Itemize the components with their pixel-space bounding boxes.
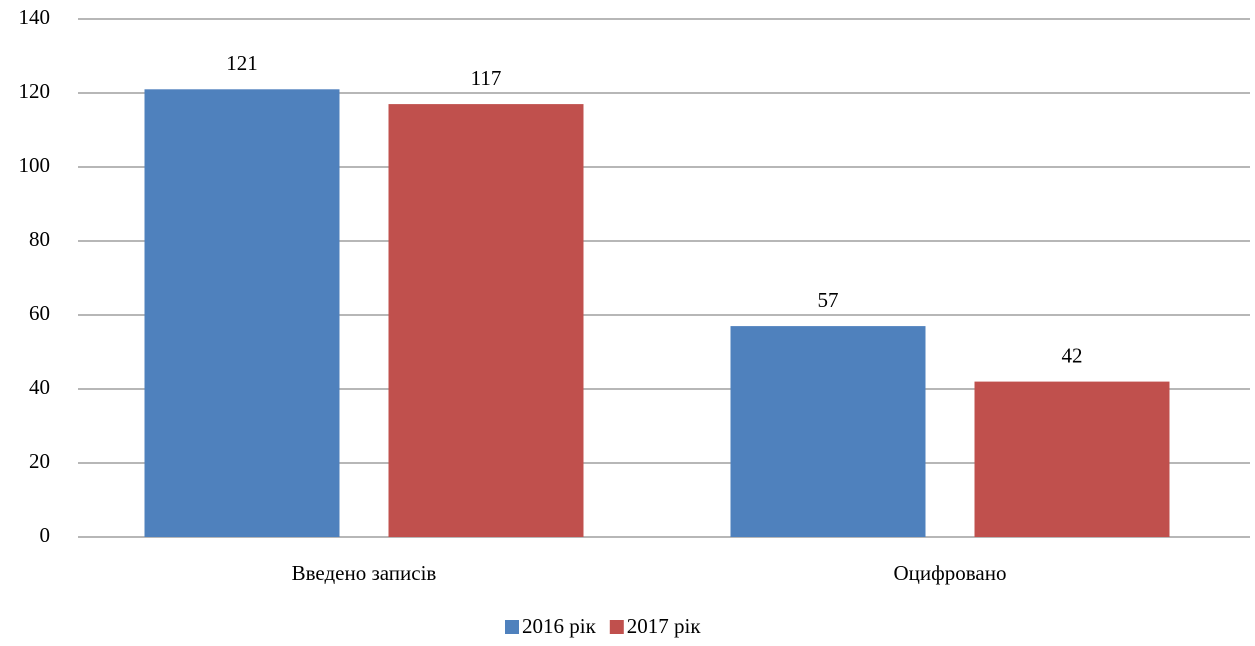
y-tick-label: 120 [19, 79, 51, 103]
y-tick-label: 60 [29, 301, 50, 325]
bar [730, 326, 926, 537]
x-tick-label: Оцифровано [894, 561, 1007, 585]
y-tick-label: 40 [29, 375, 50, 399]
bar [144, 89, 340, 538]
bar [388, 104, 584, 537]
data-label: 121 [226, 51, 258, 75]
data-label: 117 [471, 66, 502, 90]
legend-swatch [609, 620, 624, 634]
y-tick-label: 140 [19, 5, 51, 29]
legend-swatch [505, 620, 519, 634]
y-tick-label: 100 [19, 153, 51, 177]
x-tick-label: Введено записів [292, 561, 437, 585]
data-label: 42 [1062, 343, 1083, 367]
legend-label: 2017 рік [627, 614, 702, 638]
bar [974, 381, 1170, 537]
y-tick-label: 0 [40, 523, 51, 547]
y-tick-label: 20 [29, 449, 50, 473]
legend-label: 2016 рік [522, 614, 597, 638]
data-label: 57 [818, 288, 839, 312]
y-tick-label: 80 [29, 227, 50, 251]
